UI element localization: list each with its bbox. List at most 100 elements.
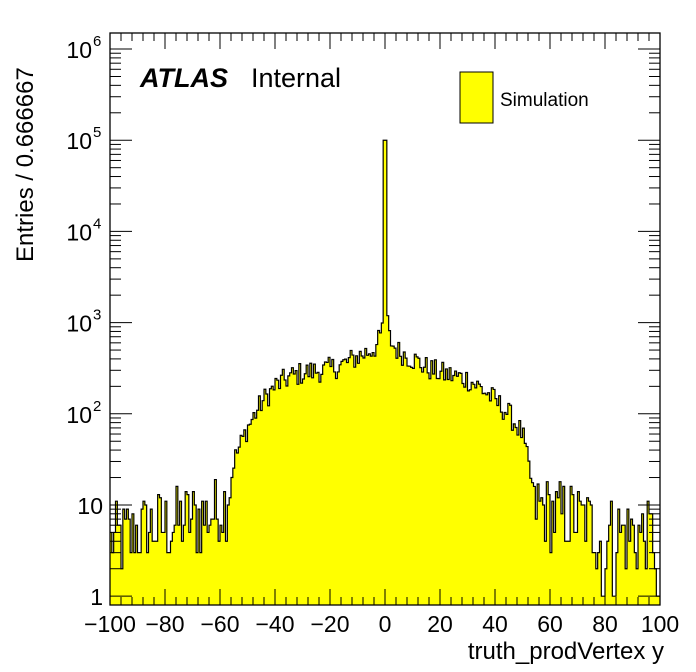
histogram-bin: [291, 367, 294, 605]
histogram-bin: [238, 447, 241, 605]
histogram-bin: [254, 418, 258, 605]
histogram-bin: [465, 372, 468, 605]
histogram-bin: [328, 357, 331, 605]
histogram-bin: [234, 449, 237, 605]
histogram-bin: [441, 362, 445, 605]
histogram-bin: [249, 424, 252, 605]
histogram-bin: [573, 532, 577, 605]
histogram-bin: [533, 486, 536, 605]
histogram-bin: [242, 436, 245, 605]
histogram-bin: [344, 359, 347, 605]
y-tick-label-exponent: 4: [93, 215, 101, 232]
histogram-bin: [172, 532, 175, 605]
histogram-bin: [401, 365, 404, 605]
x-tick-label: 60: [537, 611, 563, 637]
histogram-bin: [359, 351, 362, 605]
histogram-bin: [144, 504, 148, 605]
histogram-bin: [346, 362, 349, 605]
histogram-bin: [586, 497, 589, 605]
histogram-bin: [495, 398, 498, 605]
histogram-bin: [414, 354, 417, 605]
histogram-bin: [564, 541, 567, 605]
histogram-bin: [606, 541, 610, 605]
histogram-bin: [308, 376, 311, 605]
histogram-bin: [595, 568, 599, 605]
x-tick-label: 40: [482, 611, 508, 637]
histogram-bin: [174, 525, 177, 605]
histogram-bin: [375, 344, 379, 605]
histogram-bin: [425, 357, 428, 605]
histogram-bin: [370, 356, 373, 605]
histogram-bin: [264, 389, 267, 605]
histogram-bin: [240, 435, 243, 605]
histogram-bin: [368, 353, 371, 605]
histogram-bin: [451, 380, 454, 605]
histogram-bin: [658, 596, 661, 605]
histogram-bin: [223, 491, 226, 605]
histogram-bin: [216, 519, 219, 605]
histogram-bin: [484, 393, 487, 605]
histogram-bin: [619, 532, 622, 605]
histogram-bin: [511, 430, 514, 605]
histogram-bin: [647, 501, 650, 605]
histogram-bin: [390, 345, 393, 605]
histogram-bin: [388, 330, 391, 605]
histogram-bin: [187, 494, 190, 605]
histogram-bin: [232, 468, 236, 605]
histogram-bin: [214, 479, 217, 605]
y-tick-label: 1: [90, 584, 103, 610]
histogram-bin: [447, 379, 450, 605]
histogram-bin: [183, 525, 186, 605]
x-tick-label: −40: [255, 611, 294, 637]
histogram-bin: [155, 541, 159, 605]
histogram-bin: [326, 362, 329, 605]
histogram-bin: [467, 390, 470, 605]
x-tick-label: 80: [592, 611, 618, 637]
histogram-bin: [304, 373, 307, 605]
histogram-bin: [306, 365, 309, 605]
histogram-bin: [436, 378, 439, 605]
histogram-bin: [225, 541, 228, 605]
histogram-bin: [416, 356, 419, 605]
histogram-bin: [474, 387, 478, 605]
histogram-bin: [298, 363, 302, 605]
histogram-bin: [231, 477, 234, 605]
histogram-bin: [599, 541, 602, 605]
histogram-bin: [287, 375, 291, 605]
histogram-bin: [518, 420, 522, 605]
histogram-bin: [592, 552, 595, 605]
histogram-bin: [628, 541, 632, 605]
histogram-bin: [313, 364, 316, 605]
histogram-bin: [293, 374, 296, 605]
histogram-bin: [361, 356, 364, 605]
x-axis-ticks: [109, 33, 661, 605]
histogram-bin: [627, 509, 630, 605]
histogram-bin: [209, 525, 212, 605]
histogram-bin: [559, 481, 562, 605]
histogram-bin: [498, 395, 501, 605]
histogram-bin: [289, 372, 292, 605]
histogram-bin: [396, 358, 399, 605]
histogram-bin: [227, 504, 230, 605]
histogram-bin: [491, 387, 494, 605]
histogram-bin: [165, 501, 168, 605]
histogram-bin: [496, 405, 500, 605]
histogram-bin: [218, 541, 221, 605]
histogram-bin: [621, 525, 624, 605]
histogram-bin: [502, 419, 505, 605]
histogram-bin: [418, 358, 421, 605]
histogram-bin: [258, 395, 261, 605]
histogram-bin: [253, 412, 256, 605]
histogram-bin: [122, 509, 126, 605]
histogram-bin: [555, 491, 558, 605]
histogram-bin: [161, 532, 164, 605]
histogram-bin: [205, 501, 208, 605]
histogram-bin: [278, 388, 281, 605]
histogram-bin: [590, 504, 593, 605]
y-tick-label: 10: [66, 219, 92, 245]
histogram-bin: [517, 435, 520, 605]
histogram-bin: [152, 541, 155, 605]
histogram-bin: [557, 497, 560, 605]
histogram-bin: [111, 552, 115, 605]
histogram-bin: [568, 541, 571, 605]
